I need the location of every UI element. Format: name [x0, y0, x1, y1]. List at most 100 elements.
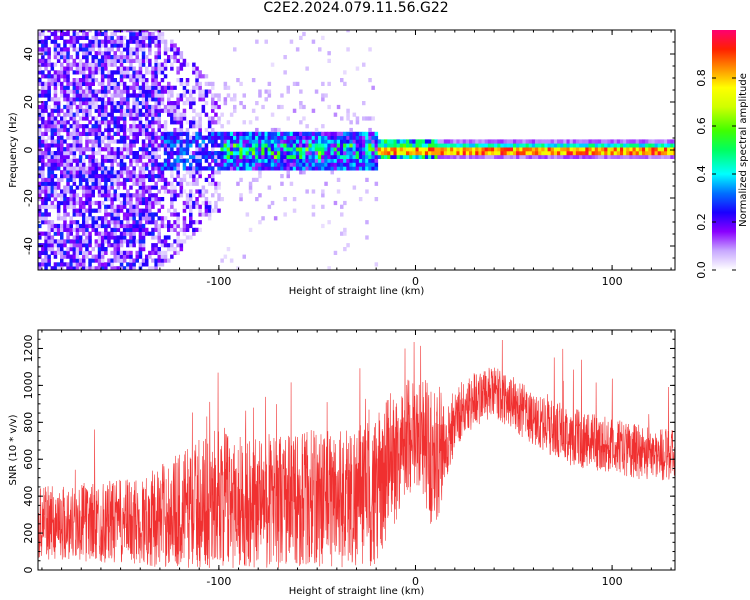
spectrogram-cell	[53, 143, 58, 148]
spectrogram-cell	[97, 174, 102, 179]
spectrogram-cell	[122, 170, 127, 175]
spectrogram-cell	[591, 143, 596, 148]
spectrogram-cell	[63, 78, 67, 83]
spectrogram-cell	[66, 174, 70, 179]
spectrogram-cell	[141, 35, 146, 40]
spectrogram-cell	[365, 162, 369, 167]
spectrogram-cell	[673, 139, 675, 144]
spectrogram-cell	[113, 78, 117, 83]
spectrogram-cell	[100, 51, 105, 56]
spectrogram-cell	[116, 81, 121, 86]
spectrogram-cell	[88, 177, 92, 182]
spectrogram-cell	[264, 151, 268, 156]
spectrogram-cell	[63, 154, 67, 159]
spectrogram-cell	[267, 81, 272, 86]
spectrogram-cell	[91, 227, 95, 232]
spectrogram-cell	[47, 35, 51, 40]
spectrogram-cell	[223, 158, 228, 163]
spectrogram-cell	[138, 124, 143, 129]
spectrogram-cell	[572, 143, 577, 148]
spectrogram-cell	[163, 104, 168, 110]
spectrogram-cell	[465, 139, 470, 144]
spectrogram-cell	[362, 139, 366, 144]
spectrogram-cell	[116, 116, 121, 121]
spectrogram-cell	[72, 143, 77, 148]
spectrogram-cell	[233, 47, 237, 52]
spectrogram-cell	[182, 166, 187, 171]
spectrogram-cell	[60, 258, 64, 263]
spectrogram-cell	[160, 250, 165, 255]
spectrogram-cell	[113, 70, 117, 75]
spectrogram-cell	[368, 162, 372, 167]
spectrogram-cell	[163, 243, 168, 248]
spectrogram-cell	[157, 51, 161, 56]
spectrogram-cell	[211, 143, 215, 148]
spectrogram-cell	[50, 81, 55, 86]
spectrogram-cell	[132, 58, 136, 63]
spectrogram-cell	[78, 239, 83, 244]
spectrogram-cell	[220, 162, 224, 167]
spectrogram-cell	[119, 154, 124, 159]
spectrogram-cell	[126, 189, 130, 194]
spectrogram-cell	[82, 55, 86, 60]
spectrogram-cell	[217, 143, 221, 148]
spectrogram-cell	[179, 193, 184, 198]
spectrogram-cell	[167, 227, 171, 232]
spectrogram-cell	[110, 212, 114, 217]
spectrogram-cell	[277, 151, 281, 156]
spectrogram-cell	[318, 143, 322, 148]
spectrogram-cell	[53, 181, 58, 186]
spectrogram-cell	[129, 250, 133, 255]
spectrogram-cell	[53, 189, 58, 194]
spectrogram-cell	[494, 147, 498, 152]
spectrogram-cell	[349, 135, 353, 140]
spectrogram-cell	[82, 62, 86, 67]
spectrogram-cell	[88, 147, 92, 152]
spectrogram-cell	[63, 204, 67, 209]
spectrogram-cell	[538, 154, 542, 159]
spectrogram-cell	[104, 66, 108, 71]
spectrogram-cell	[85, 170, 89, 175]
spectrogram-cell	[110, 47, 114, 52]
spectrogram-cell	[129, 93, 133, 98]
spectrogram-cell	[119, 204, 124, 209]
spectrogram-cell	[211, 208, 215, 213]
spectrogram-cell	[469, 147, 473, 152]
spectrogram-cell	[160, 31, 165, 37]
spectrogram-cell	[242, 162, 246, 167]
spectrogram-cell	[154, 235, 158, 240]
spectrogram-cell	[258, 158, 262, 163]
spectrogram-cell	[487, 139, 492, 144]
spectrogram-cell	[431, 147, 435, 152]
spectrogram-cell	[399, 143, 404, 148]
spectrogram-cell	[41, 216, 45, 221]
spectrogram-cell	[113, 62, 117, 67]
spectrogram-cell	[349, 127, 353, 133]
spectrogram-cell	[66, 177, 70, 182]
spectrogram-cell	[311, 204, 316, 209]
spectrogram-cell	[91, 104, 95, 110]
spectrogram-cell	[113, 170, 117, 175]
spectrogram-cell	[151, 177, 155, 182]
spectrogram-cell	[132, 81, 136, 86]
spectrogram-cell	[132, 70, 136, 75]
spectrogram-cell	[349, 162, 353, 167]
spectrogram-cell	[453, 143, 457, 148]
spectrogram-cell	[201, 89, 206, 94]
spectrogram-cell	[151, 200, 155, 206]
spectrogram-cell	[138, 235, 143, 240]
spectrogram-cell	[176, 51, 180, 56]
spectrogram-cell	[645, 154, 649, 159]
spectrogram-cell	[440, 151, 445, 156]
spectrogram-cell	[60, 47, 64, 52]
spectrogram-cell	[141, 97, 146, 102]
spectrogram-cell	[217, 162, 221, 167]
spectrogram-cell	[85, 243, 89, 248]
spectrogram-cell	[569, 151, 574, 156]
spectrogram-cell	[97, 247, 102, 252]
spectrogram-cell	[607, 151, 611, 156]
spectrogram-cell	[85, 220, 89, 225]
spectrogram-cell	[182, 204, 187, 209]
spectrogram-cell	[38, 216, 42, 221]
spectrogram-cell	[69, 162, 73, 167]
